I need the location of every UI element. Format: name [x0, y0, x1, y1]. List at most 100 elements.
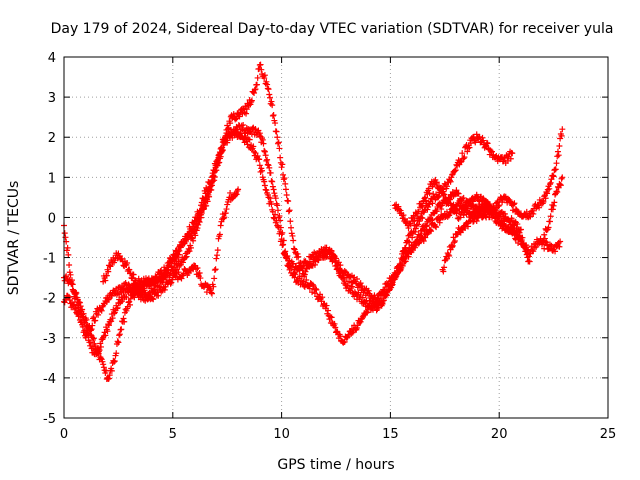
data-point [161, 286, 168, 293]
data-point [476, 198, 483, 205]
data-point [100, 361, 107, 368]
data-point [386, 286, 393, 293]
data-point [334, 261, 341, 268]
data-point [460, 155, 467, 162]
data-point [418, 202, 425, 209]
data-point [405, 225, 412, 232]
data-point [86, 323, 93, 330]
data-point [83, 316, 90, 323]
data-point [149, 295, 156, 302]
data-point [297, 259, 304, 266]
data-point [501, 218, 508, 225]
data-point [258, 66, 265, 73]
data-point [283, 191, 290, 198]
data-point [126, 298, 133, 305]
data-point [268, 98, 275, 105]
data-point [186, 248, 193, 255]
data-point [269, 102, 276, 109]
data-point [311, 290, 318, 297]
y-tick-label: 1 [48, 171, 56, 186]
data-point [196, 219, 203, 226]
data-point [272, 211, 279, 218]
data-point [400, 212, 407, 219]
data-point [146, 289, 153, 296]
data-point [552, 248, 559, 255]
data-point [240, 121, 247, 128]
data-point [276, 145, 283, 152]
data-point [114, 304, 121, 311]
data-point [223, 206, 230, 213]
data-point [214, 252, 221, 259]
data-point [113, 350, 120, 357]
data-point [175, 269, 182, 276]
data-point [74, 298, 81, 305]
data-point [252, 86, 259, 93]
y-tick-labels: -5 -4 -3 -2 -1 0 1 2 3 4 [43, 51, 56, 427]
x-tick-label: 15 [382, 427, 399, 442]
data-point [421, 207, 428, 214]
data-point [495, 203, 502, 210]
data-point [282, 180, 289, 187]
data-point [70, 287, 77, 294]
data-point [269, 112, 276, 119]
data-point [419, 215, 426, 222]
data-point [208, 186, 215, 193]
data-point [150, 296, 157, 303]
data-point [266, 164, 273, 171]
data-point [105, 296, 112, 303]
data-point [266, 91, 273, 98]
data-point [251, 89, 258, 96]
data-point [261, 72, 268, 79]
data-point [61, 230, 68, 237]
data-point [261, 182, 268, 189]
data-point [429, 216, 436, 223]
data-point [126, 266, 133, 273]
data-point [419, 204, 426, 211]
data-point [227, 120, 234, 127]
data-point [214, 247, 221, 254]
data-point [225, 124, 232, 131]
data-point [169, 257, 176, 264]
data-point [102, 332, 109, 339]
data-point [295, 253, 302, 260]
data-point [357, 318, 364, 325]
data-point [97, 355, 104, 362]
x-axis-label: GPS time / hours [277, 457, 394, 473]
data-point [449, 242, 456, 249]
data-point [274, 134, 281, 141]
grid-lines [64, 57, 608, 418]
data-point [268, 201, 275, 208]
data-point [442, 257, 449, 264]
data-point [111, 358, 118, 365]
data-point [130, 271, 137, 278]
data-point [552, 166, 559, 173]
data-point [289, 232, 296, 239]
data-point [445, 251, 452, 258]
data-point [218, 149, 225, 156]
data-point [106, 372, 113, 379]
data-point [243, 106, 250, 113]
data-point [374, 294, 381, 301]
data-point [451, 239, 458, 246]
data-point [219, 148, 226, 155]
data-point [222, 132, 229, 139]
data-point [274, 202, 281, 209]
data-point [496, 202, 503, 209]
data-point [499, 223, 506, 230]
data-point [206, 193, 213, 200]
data-point [196, 269, 203, 276]
data-point [541, 235, 548, 242]
data-point [450, 234, 457, 241]
data-point [354, 324, 361, 331]
data-point [460, 194, 467, 201]
data-point [270, 112, 277, 119]
data-point [230, 111, 237, 118]
data-point [464, 205, 471, 212]
data-point [286, 207, 293, 214]
data-point [545, 224, 552, 231]
data-point [446, 252, 453, 259]
data-point [272, 120, 279, 127]
data-point [222, 210, 229, 217]
data-point [270, 186, 277, 193]
data-point [211, 267, 218, 274]
